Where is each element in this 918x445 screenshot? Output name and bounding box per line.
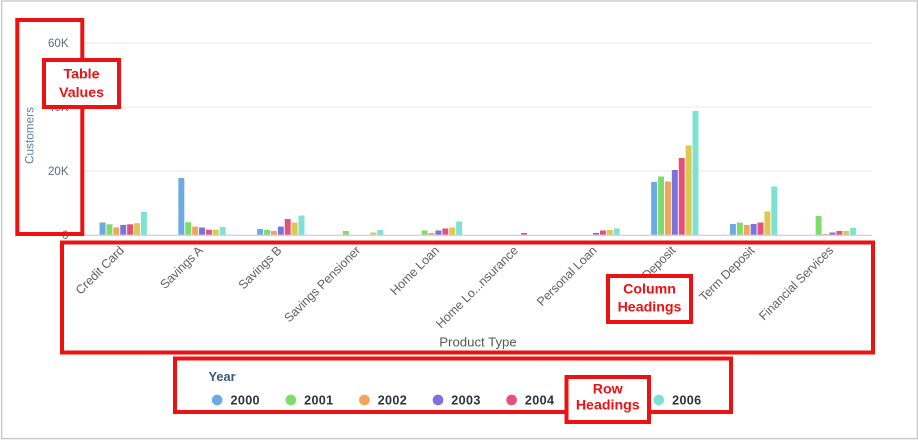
svg-text:2001: 2001 (304, 394, 333, 408)
svg-text:2003: 2003 (451, 394, 480, 408)
svg-text:20K: 20K (48, 166, 69, 178)
svg-text:Values: Values (59, 85, 104, 101)
svg-text:Headings: Headings (618, 300, 682, 316)
svg-text:2004: 2004 (525, 394, 554, 408)
svg-text:Table: Table (63, 67, 99, 83)
svg-text:60K: 60K (48, 38, 69, 50)
svg-text:Customers: Customers (23, 107, 37, 164)
svg-text:Column: Column (623, 282, 676, 298)
svg-text:Product Type: Product Type (439, 335, 516, 350)
svg-text:2006: 2006 (672, 394, 701, 408)
svg-text:Year: Year (209, 369, 236, 384)
svg-text:Row: Row (593, 382, 624, 398)
svg-text:2002: 2002 (378, 394, 407, 408)
svg-text:Headings: Headings (576, 398, 640, 414)
svg-text:2000: 2000 (231, 394, 260, 408)
